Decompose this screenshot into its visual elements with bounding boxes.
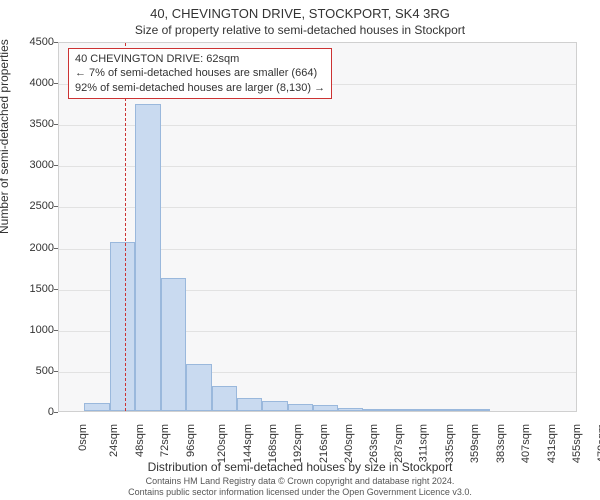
footer-line-1: Contains HM Land Registry data © Crown c… [0, 476, 600, 487]
x-tick-label: 455sqm [571, 424, 583, 463]
y-tick-label: 4000 [14, 77, 54, 89]
x-tick-label: 192sqm [293, 424, 305, 463]
info-line-3: 92% of semi-detached houses are larger (… [75, 81, 325, 95]
x-tick-label: 24sqm [108, 424, 120, 457]
histogram-bar [84, 403, 109, 411]
info-line-2: ← 7% of semi-detached houses are smaller… [75, 66, 325, 80]
y-tick-mark [54, 206, 58, 207]
y-tick-mark [54, 330, 58, 331]
x-tick-label: 479sqm [596, 424, 600, 463]
histogram-bar [465, 409, 490, 411]
x-tick-label: 168sqm [267, 424, 279, 463]
title-main: 40, CHEVINGTON DRIVE, STOCKPORT, SK4 3RG [0, 0, 600, 21]
x-tick-label: 407sqm [520, 424, 532, 463]
x-tick-label: 0sqm [77, 424, 89, 451]
y-axis-label: Number of semi-detached properties [0, 39, 11, 234]
x-tick-label: 216sqm [318, 424, 330, 463]
y-tick-mark [54, 248, 58, 249]
x-tick-label: 144sqm [242, 424, 254, 463]
y-tick-label: 0 [14, 406, 54, 418]
histogram-bar [439, 409, 464, 411]
y-tick-mark [54, 289, 58, 290]
histogram-bar [212, 386, 237, 411]
y-tick-label: 1000 [14, 324, 54, 336]
x-tick-label: 431sqm [546, 424, 558, 463]
y-tick-label: 2500 [14, 200, 54, 212]
title-sub: Size of property relative to semi-detach… [0, 21, 600, 37]
x-tick-label: 48sqm [134, 424, 146, 457]
x-tick-label: 96sqm [185, 424, 197, 457]
y-tick-label: 4500 [14, 36, 54, 48]
histogram-bar [313, 405, 337, 411]
x-tick-label: 120sqm [216, 424, 228, 463]
histogram-bar [161, 278, 186, 411]
x-tick-label: 240sqm [343, 424, 355, 463]
y-tick-mark [54, 412, 58, 413]
y-tick-label: 3000 [14, 159, 54, 171]
y-tick-label: 3500 [14, 118, 54, 130]
x-tick-label: 287sqm [393, 424, 405, 463]
y-tick-mark [54, 124, 58, 125]
histogram-bar [186, 364, 211, 411]
histogram-bar [262, 401, 287, 411]
x-tick-label: 383sqm [495, 424, 507, 463]
histogram-bar [388, 409, 413, 411]
y-tick-mark [54, 42, 58, 43]
histogram-bar [363, 409, 388, 411]
histogram-bar [135, 104, 160, 411]
y-tick-label: 1500 [14, 283, 54, 295]
footer: Contains HM Land Registry data © Crown c… [0, 476, 600, 498]
x-tick-label: 359sqm [469, 424, 481, 463]
histogram-bar [237, 398, 262, 411]
histogram-bar [110, 242, 135, 411]
y-tick-label: 500 [14, 365, 54, 377]
y-tick-mark [54, 83, 58, 84]
x-tick-label: 72sqm [159, 424, 171, 457]
histogram-bar [288, 404, 313, 411]
histogram-bar [338, 408, 363, 411]
x-tick-label: 311sqm [418, 424, 430, 462]
y-tick-mark [54, 165, 58, 166]
footer-line-2: Contains public sector information licen… [0, 487, 600, 498]
y-tick-mark [54, 371, 58, 372]
histogram-bar [414, 409, 439, 411]
info-line-1: 40 CHEVINGTON DRIVE: 62sqm [75, 52, 325, 66]
x-tick-label: 263sqm [368, 424, 380, 463]
x-tick-label: 335sqm [444, 424, 456, 463]
info-box: 40 CHEVINGTON DRIVE: 62sqm ← 7% of semi-… [68, 48, 332, 99]
y-tick-label: 2000 [14, 242, 54, 254]
